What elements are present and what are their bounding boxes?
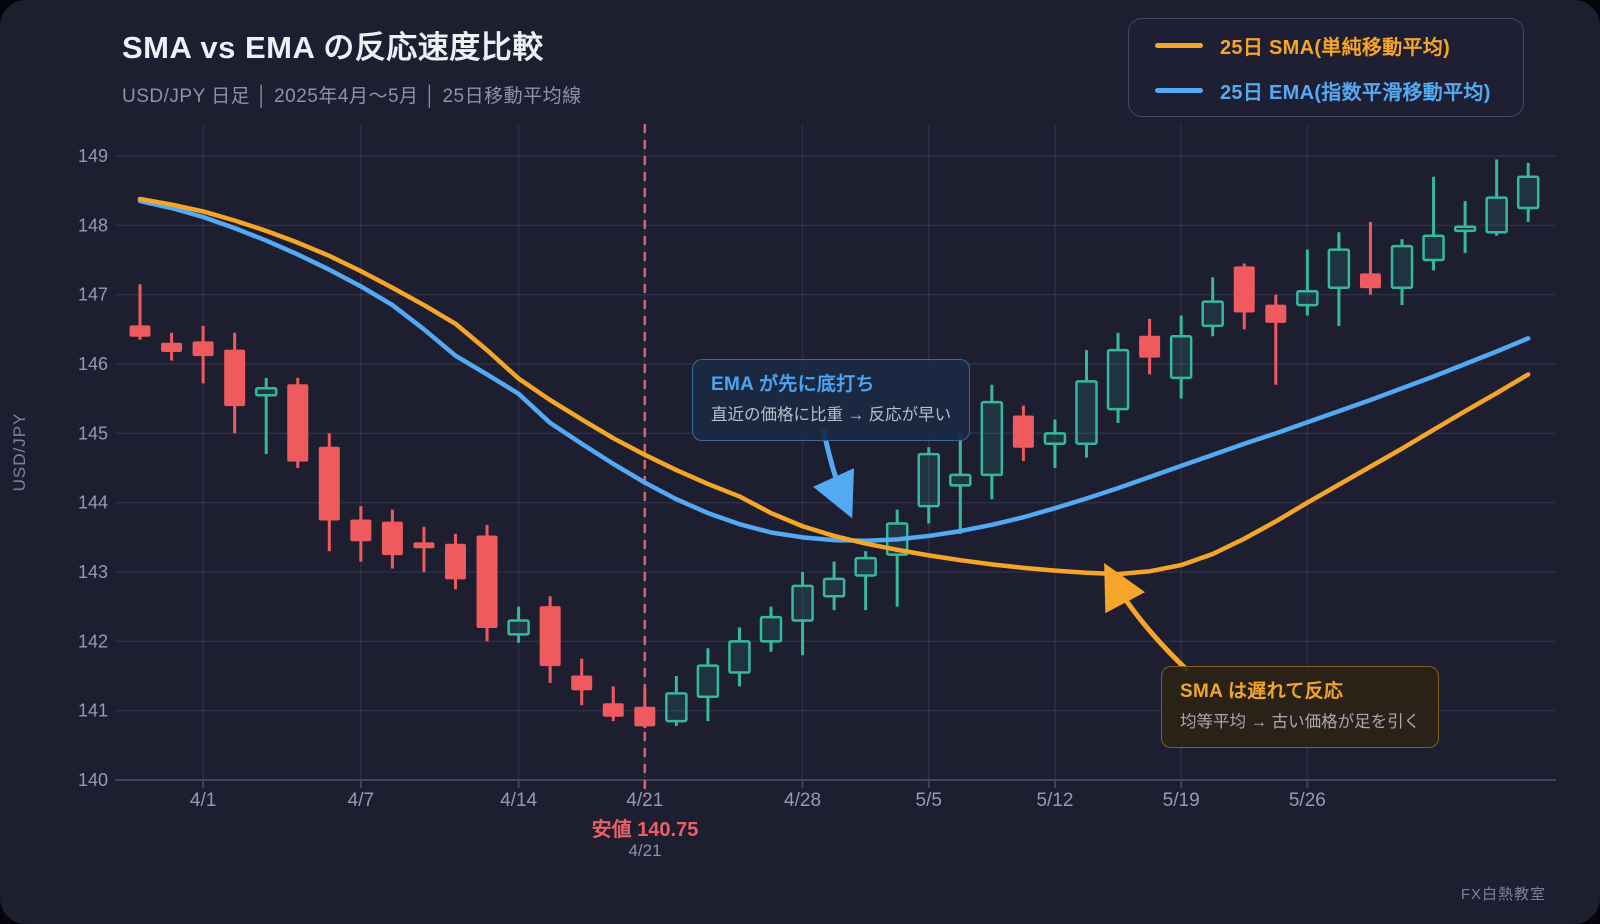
legend-item-ema: 25日 EMA(指数平滑移動平均) [1155,76,1497,105]
annotation-ema-title: EMA が先に底打ち [711,374,875,395]
y-tick-label: 147 [78,285,108,305]
candle-down [381,521,403,556]
candle-up [728,640,751,674]
y-tick-label: 141 [78,701,108,721]
candle-up [665,692,688,723]
candle-up [1075,380,1098,445]
y-tick-label: 140 [78,770,108,790]
candle-down [634,706,656,727]
y-tick-label: 145 [78,423,108,443]
candle-up [1043,432,1067,445]
candle-down [1139,335,1161,358]
candle-up [854,556,877,577]
candle-up [759,615,783,643]
candle-down [571,675,593,691]
chart-subtitle: USD/JPY 日足 │ 2025年4月〜5月 │ 25日移動平均線 [122,86,582,107]
y-axis-title: USD/JPY [10,412,29,492]
x-tick-label: 4/28 [784,790,821,811]
candle-up [1169,335,1193,380]
candle-down [602,703,624,717]
candle-down [192,341,214,357]
sma-line-swatch-icon [1155,42,1203,48]
legend: 25日 SMA(単純移動平均) 25日 EMA(指数平滑移動平均) [1128,18,1524,117]
candle-up [1485,196,1508,234]
candle-down [287,384,309,462]
candle-up [822,577,846,598]
ema-line-swatch-icon [1155,87,1203,93]
ma-line [137,196,1531,577]
x-tick-label: 5/5 [916,790,942,811]
candle-up [980,400,1004,477]
x-tick-label: 4/21 [626,790,663,811]
watermark: FX白熱教室 [1460,886,1546,903]
annotation-sma-body: 均等平均 → 古い価格が足を引く [1180,712,1421,731]
candles-layer [129,159,1540,728]
candle-down [445,543,466,580]
legend-label-ema: 25日 EMA(指数平滑移動平均) [1220,81,1491,104]
y-tick-label: 148 [78,215,108,235]
ma-line [137,198,1531,544]
annotation-sma: SMA は遅れて反応 均等平均 → 古い価格が足を引く [1161,666,1440,749]
candle-up [507,619,530,636]
candle-up [696,664,720,699]
legend-label-sma: 25日 SMA(単純移動平均) [1220,36,1451,59]
low-marker-date: 4/21 [628,841,662,860]
candle-up [1296,289,1319,307]
low-marker-label: 安値 140.75 [591,819,699,841]
y-tick-label: 144 [78,493,108,513]
annotation-ema-body: 直近の価格に比重 → 反応が早い [711,405,952,424]
candle-up [1516,175,1540,210]
candle-up [1106,348,1130,411]
candle-down [318,446,340,521]
candle-up [917,452,940,508]
candle-up [949,473,972,487]
candle-up [1453,225,1477,233]
candle-up [791,584,814,622]
y-tick-label: 149 [78,146,108,166]
candle-down [1012,415,1034,448]
candle-down [1265,304,1287,323]
x-tick-label: 4/14 [500,790,537,811]
annotation-sma-title: SMA は遅れて反応 [1180,681,1344,702]
x-tick-label: 4/1 [190,790,216,811]
x-tick-label: 5/12 [1036,790,1073,811]
y-tick-label: 146 [78,354,108,374]
candle-down [224,349,246,407]
x-tick-label: 4/7 [348,790,374,811]
candle-down [1233,266,1255,313]
candle-up [254,387,278,397]
candle-down [413,542,435,549]
chart-title: SMA vs EMA の反応速度比較 [122,30,544,65]
y-tick-label: 143 [78,562,108,582]
candle-down [129,325,151,337]
candle-down [1359,273,1381,289]
sma-annotation-arrow [1104,562,1189,672]
legend-item-sma: 25日 SMA(単純移動平均) [1155,31,1497,60]
candle-down [476,535,498,628]
annotation-ema: EMA が先に底打ち 直近の価格に比重 → 反応が早い [692,359,971,442]
x-tick-label: 5/26 [1289,790,1326,811]
x-tick-label: 5/19 [1163,790,1200,811]
candle-up [1201,300,1224,328]
ema-annotation-arrow [813,429,855,519]
ma-lines-layer [137,196,1531,577]
candle-down [350,519,372,542]
candle-down [539,606,561,667]
candle-up [1390,244,1414,289]
candle-up [1327,248,1351,289]
chart-header: SMA vs EMA の反応速度比較 USD/JPY 日足 │ 2025年4月〜… [122,22,582,108]
candle-up [1422,234,1445,262]
candle-down [161,342,183,353]
y-tick-label: 142 [78,631,108,651]
